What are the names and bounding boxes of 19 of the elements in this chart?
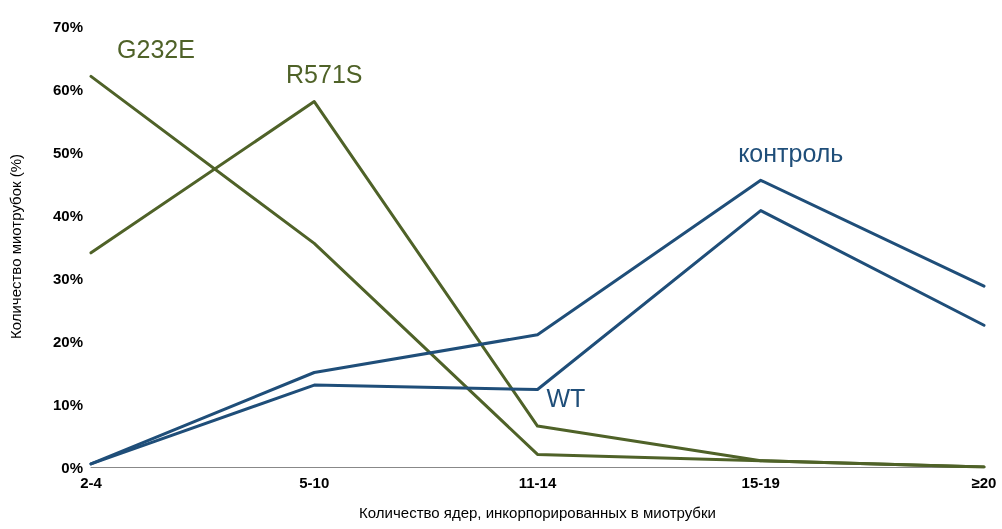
y-axis-title: Количество миотрубок (%) <box>7 153 24 340</box>
y-tick-label: 0% <box>61 458 83 476</box>
series-label: контроль <box>738 138 844 167</box>
x-tick-label: 15-19 <box>741 474 780 491</box>
series-label: G232E <box>117 34 195 63</box>
x-tick-label: 5-10 <box>299 474 330 491</box>
y-tick-label: 40% <box>52 206 83 224</box>
x-axis-title: Количество ядер, инкорпорированных в миотрубки <box>359 504 716 521</box>
y-tick-label: 20% <box>52 332 83 350</box>
x-tick-label: ≥20 <box>971 474 997 491</box>
x-tick-label: 11-14 <box>518 474 557 491</box>
y-tick-label: 60% <box>52 80 83 98</box>
y-tick-label: 30% <box>52 269 83 287</box>
y-tick-label: 50% <box>52 143 83 161</box>
series-label: WT <box>546 383 586 412</box>
y-tick-label: 70% <box>52 17 83 35</box>
x-tick-label: 2-4 <box>80 474 103 491</box>
series-label: R571S <box>286 60 363 89</box>
y-tick-label: 10% <box>52 395 83 413</box>
